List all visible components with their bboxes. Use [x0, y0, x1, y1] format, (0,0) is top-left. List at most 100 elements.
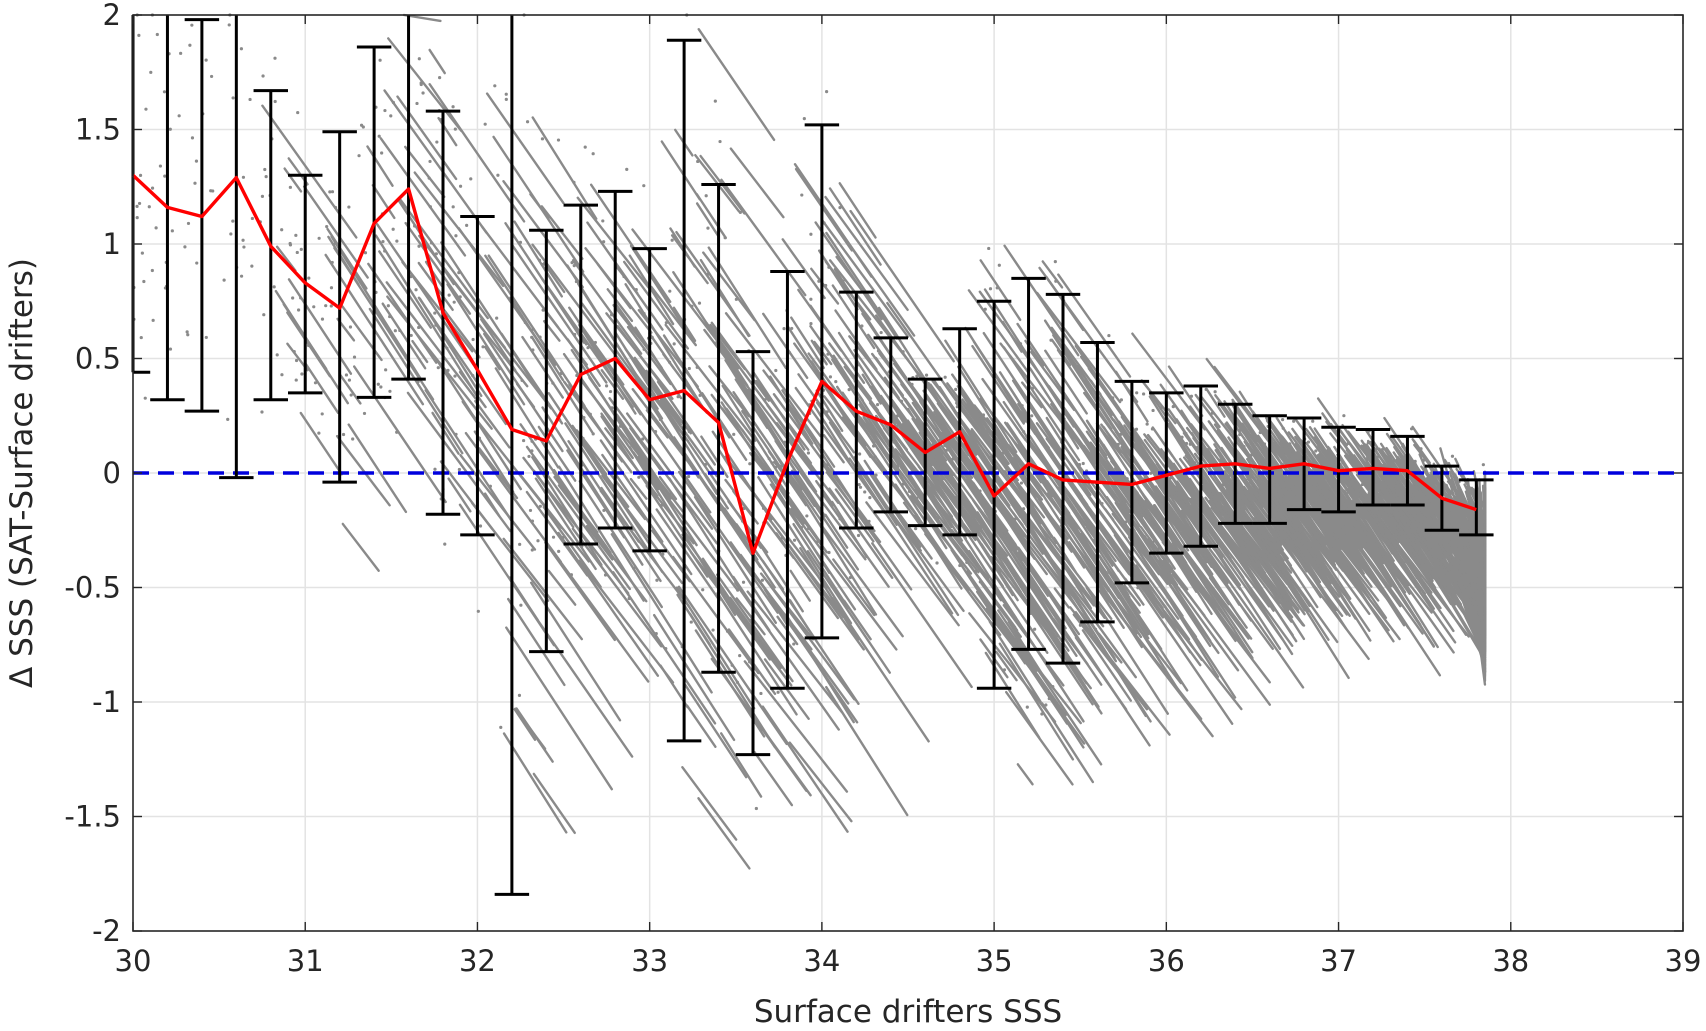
scatter-streak	[828, 487, 894, 579]
scatter-point	[857, 483, 861, 487]
scatter-streak	[480, 318, 517, 372]
scatter-streak	[695, 193, 727, 240]
scatter-streak	[1305, 427, 1359, 498]
scatter-point	[1159, 406, 1163, 410]
scatter-point	[868, 385, 873, 389]
scatter-streak	[1167, 408, 1214, 474]
scatter-point	[427, 176, 431, 180]
scatter-point	[572, 263, 576, 268]
scatter-streak	[1142, 494, 1253, 640]
scatter-point	[1221, 482, 1225, 487]
scatter-point	[604, 384, 609, 388]
scatter-point	[313, 381, 318, 385]
scatter-point	[828, 375, 833, 379]
scatter-point	[914, 403, 919, 407]
errorbar	[219, 15, 254, 480]
scatter-point	[264, 175, 268, 179]
scatter-point	[137, 33, 141, 37]
scatter-point	[809, 232, 813, 236]
scatter-point	[209, 74, 214, 79]
scatter-streak	[697, 797, 751, 870]
scatter-point	[388, 314, 392, 319]
scatter-point	[523, 320, 527, 325]
scatter-point	[735, 680, 740, 684]
scatter-point	[416, 379, 420, 384]
scatter-point	[1292, 511, 1296, 515]
scatter-point	[583, 145, 587, 149]
scatter-streak	[849, 209, 955, 363]
scatter-point	[1013, 517, 1017, 521]
scatter-streak	[774, 602, 859, 724]
scatter-point	[672, 342, 676, 346]
scatter-point	[879, 330, 883, 335]
scatter-point	[433, 311, 437, 315]
scatter-streak	[1048, 541, 1106, 619]
scatter-point	[1090, 457, 1094, 461]
scatter-streak	[477, 322, 529, 388]
scatter-point	[916, 501, 920, 505]
scatter-point	[458, 184, 463, 188]
scatter-streak	[1174, 485, 1217, 547]
x-tick-label: 30	[115, 944, 152, 978]
scatter-streak	[998, 642, 1075, 761]
scatter-point	[1192, 461, 1197, 465]
scatter-streak	[893, 440, 953, 533]
scatter-streak	[1271, 425, 1363, 563]
scatter-streak	[594, 384, 674, 506]
scatter-streak	[1357, 471, 1433, 571]
scatter-streak	[916, 470, 954, 518]
scatter-point	[798, 633, 802, 637]
scatter-point	[588, 412, 592, 416]
scatter-point	[1184, 441, 1189, 446]
scatter-point	[541, 308, 545, 312]
scatter-point	[154, 226, 158, 230]
scatter-streak	[971, 499, 1078, 657]
scatter-point	[538, 504, 542, 508]
scatter-point	[1123, 520, 1128, 524]
scatter-point	[446, 368, 450, 372]
scatter-point	[591, 432, 595, 436]
scatter-point	[574, 279, 579, 284]
scatter-streak	[622, 260, 690, 350]
scatter-point	[800, 193, 804, 197]
scatter-point	[320, 412, 324, 416]
scatter-point	[634, 288, 638, 292]
scatter-streak	[1233, 496, 1330, 641]
scatter-point	[1460, 517, 1464, 521]
scatter-point	[525, 120, 530, 124]
scatter-point	[1415, 445, 1419, 449]
scatter-streak	[1276, 469, 1336, 557]
scatter-point	[1044, 703, 1048, 707]
scatter-point	[826, 352, 830, 356]
x-tick-label: 35	[976, 944, 1013, 978]
scatter-point	[874, 473, 878, 477]
scatter-point	[1388, 455, 1392, 459]
scatter-point	[556, 138, 561, 142]
scatter-streak	[765, 520, 795, 560]
scatter-point	[493, 84, 497, 88]
scatter-point	[419, 82, 423, 87]
y-tick-label: 2	[103, 0, 121, 32]
scatter-point	[1237, 505, 1241, 509]
scatter-streak	[1205, 388, 1226, 418]
scatter-point	[773, 465, 778, 470]
scatter-point	[1123, 499, 1127, 503]
scatter-point	[469, 177, 473, 181]
scatter-point	[711, 628, 715, 632]
scatter-point	[1422, 467, 1426, 471]
scatter-point	[231, 96, 235, 100]
scatter-streak	[831, 284, 876, 350]
scatter-point	[194, 159, 199, 163]
scatter-point	[393, 329, 397, 333]
scatter-point	[1447, 493, 1451, 497]
scatter-point	[177, 114, 181, 118]
scatter-point	[1348, 456, 1352, 461]
scatter-streak	[615, 413, 650, 463]
scatter-point	[1145, 422, 1149, 426]
scatter-point	[188, 43, 192, 47]
scatter-point	[896, 423, 901, 427]
scatter-point	[1429, 481, 1434, 485]
scatter-point	[741, 410, 745, 414]
scatter-streak	[624, 283, 704, 409]
scatter-streak	[484, 345, 501, 371]
